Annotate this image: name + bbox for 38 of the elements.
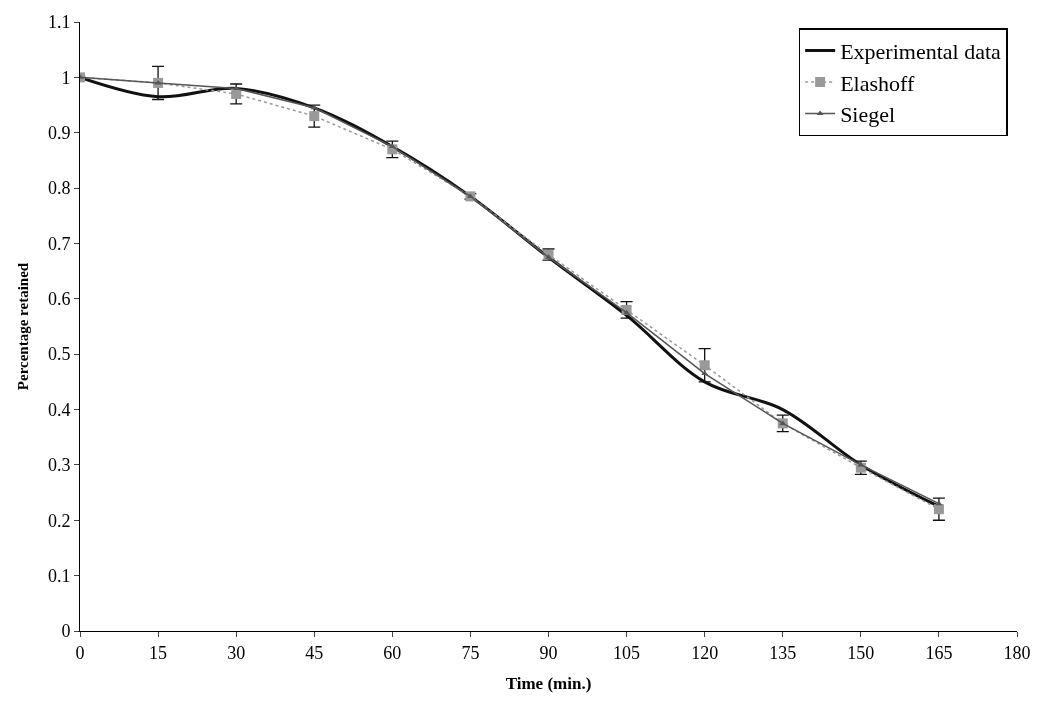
legend-label: Elashoff xyxy=(840,70,915,96)
y-tick-label: 0.4 xyxy=(47,399,71,420)
point xyxy=(309,111,320,122)
x-tick-label: 120 xyxy=(691,642,719,663)
y-tick-label: 0.8 xyxy=(47,178,71,199)
y-tick-label: 0 xyxy=(61,621,71,642)
x-tick-label: 135 xyxy=(769,642,797,663)
x-tick-label: 0 xyxy=(75,642,85,663)
y-tick-label: 1.1 xyxy=(47,12,71,33)
x-tick-label: 15 xyxy=(149,642,168,663)
legend-label: Siegel xyxy=(840,102,896,128)
x-tick-label: 180 xyxy=(1003,642,1031,663)
point xyxy=(699,360,710,371)
x-tick-label: 150 xyxy=(847,642,875,663)
x-tick-label: 45 xyxy=(305,642,324,663)
y-tick-label: 0.3 xyxy=(47,455,71,476)
x-tick-label: 60 xyxy=(383,642,402,663)
legend-label: Experimental data xyxy=(840,38,1002,64)
y-tick-label: 1 xyxy=(61,67,71,88)
point xyxy=(933,504,944,515)
y-axis-title: Percentage retained xyxy=(15,262,32,391)
y-tick-label: 0.2 xyxy=(47,510,71,531)
y-tick-label: 0.7 xyxy=(47,233,71,254)
x-tick-label: 105 xyxy=(613,642,641,663)
point xyxy=(545,254,552,259)
y-tick-label: 0.1 xyxy=(47,565,71,586)
y-tick-label: 0.5 xyxy=(47,344,71,365)
x-tick-label: 90 xyxy=(539,642,558,663)
x-axis-title: Time (min.) xyxy=(505,674,592,693)
point xyxy=(623,309,631,315)
x-tick-label: 30 xyxy=(227,642,246,663)
point xyxy=(701,370,709,376)
y-tick-label: 0.6 xyxy=(47,289,71,310)
point xyxy=(388,143,396,149)
x-tick-label: 165 xyxy=(925,642,953,663)
point xyxy=(935,500,943,506)
y-tick-label: 0.9 xyxy=(47,123,71,144)
x-tick-label: 75 xyxy=(461,642,480,663)
